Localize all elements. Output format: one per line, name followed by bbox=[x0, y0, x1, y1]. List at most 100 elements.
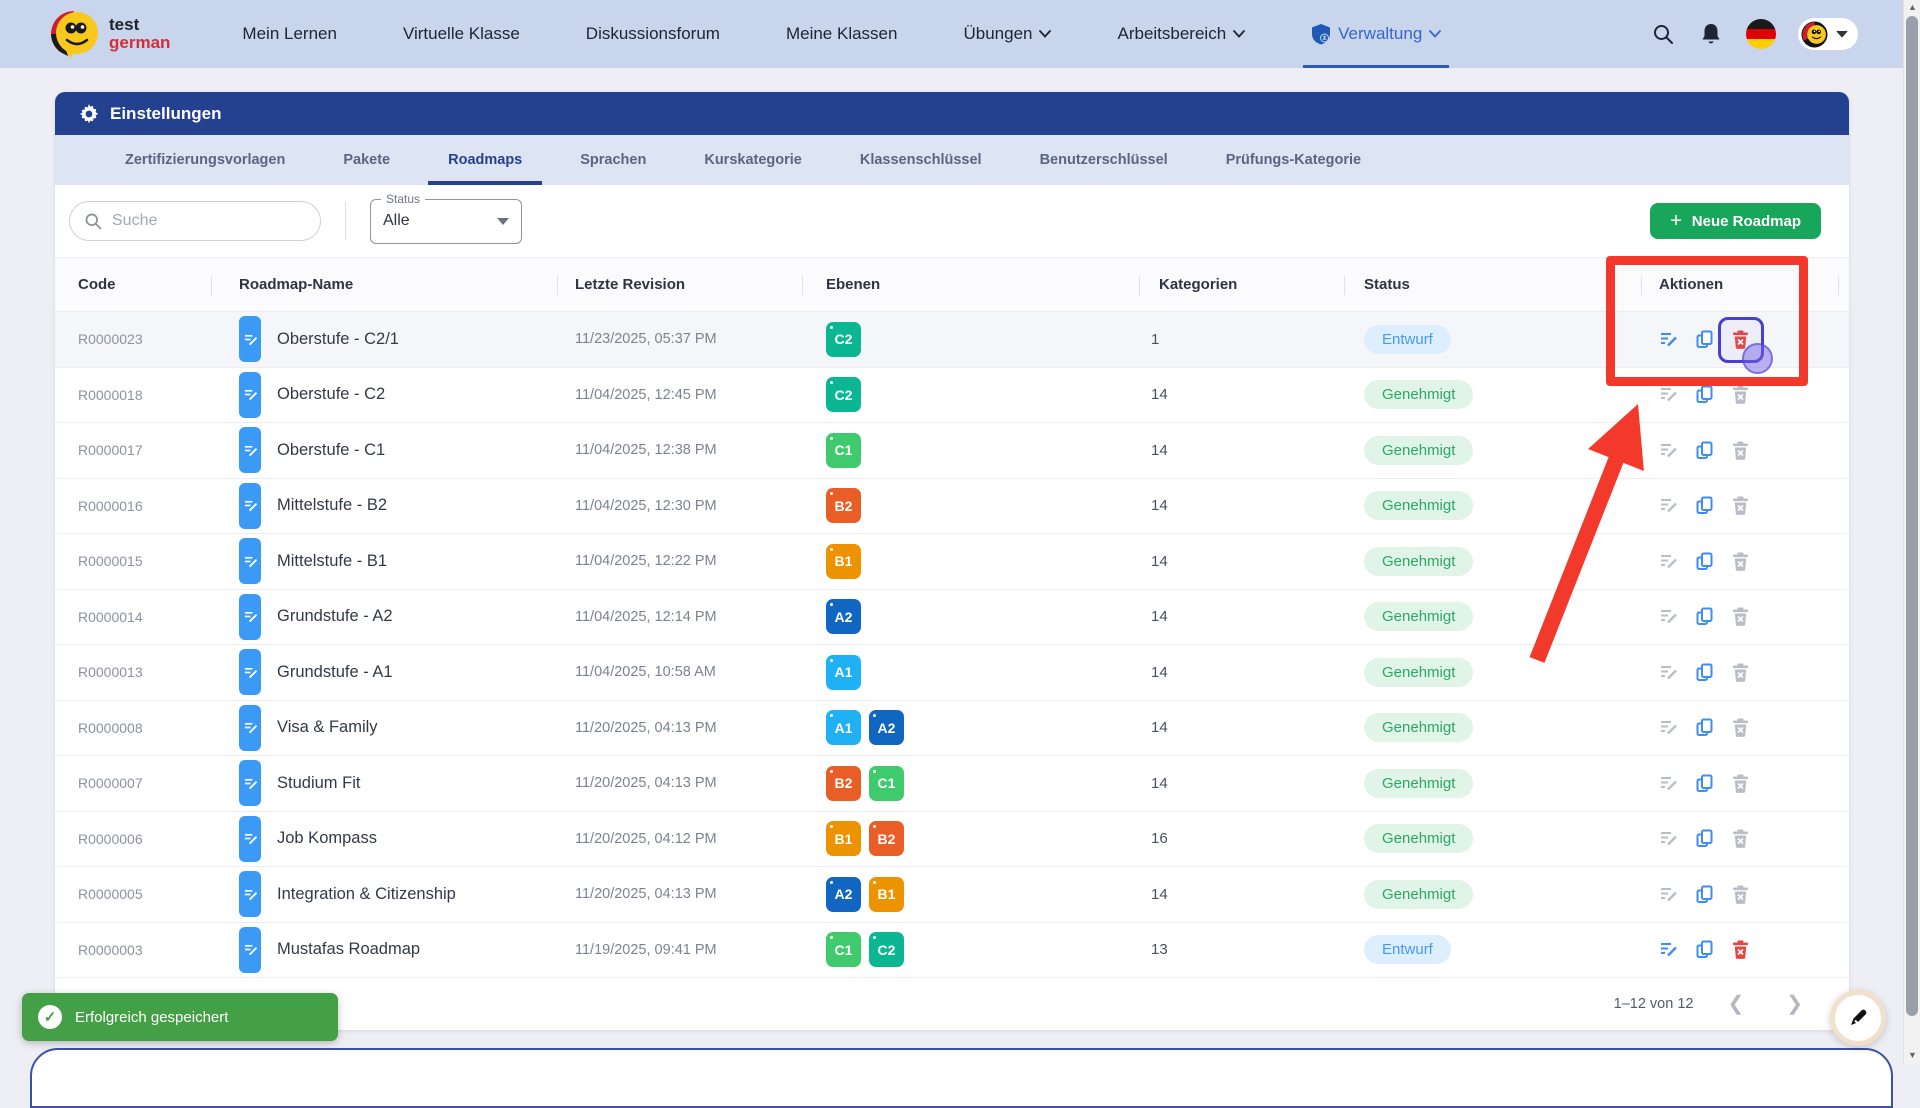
delete-button[interactable] bbox=[1731, 552, 1750, 571]
roadmap-note-icon[interactable] bbox=[239, 594, 261, 640]
edit-button[interactable] bbox=[1659, 385, 1678, 404]
delete-button[interactable] bbox=[1731, 774, 1750, 793]
copy-button[interactable] bbox=[1695, 496, 1714, 515]
delete-button[interactable] bbox=[1731, 663, 1750, 682]
delete-button[interactable] bbox=[1731, 885, 1750, 904]
roadmap-note-icon[interactable] bbox=[239, 760, 261, 806]
edit-button[interactable] bbox=[1659, 496, 1678, 515]
delete-button[interactable] bbox=[1731, 829, 1750, 848]
new-roadmap-button[interactable]: + Neue Roadmap bbox=[1650, 203, 1821, 239]
delete-button[interactable] bbox=[1731, 385, 1750, 404]
bell-icon[interactable] bbox=[1698, 21, 1724, 47]
nav-item-verwaltung[interactable]: Verwaltung bbox=[1311, 0, 1441, 68]
nav-item-mein-lernen[interactable]: Mein Lernen bbox=[242, 0, 337, 68]
nav-item-arbeitsbereich[interactable]: Arbeitsbereich bbox=[1117, 0, 1245, 68]
tab-roadmaps[interactable]: Roadmaps bbox=[442, 135, 528, 185]
chevron-down-icon bbox=[1039, 30, 1051, 38]
edit-button[interactable] bbox=[1659, 663, 1678, 682]
edit-button[interactable] bbox=[1659, 829, 1678, 848]
cell-status: Genehmigt bbox=[1344, 769, 1641, 798]
search-icon[interactable] bbox=[1650, 21, 1676, 47]
roadmap-name: Grundstufe - A1 bbox=[277, 663, 393, 682]
edit-button[interactable] bbox=[1659, 330, 1678, 349]
roadmap-note-icon[interactable] bbox=[239, 316, 261, 362]
copy-button[interactable] bbox=[1695, 385, 1714, 404]
copy-button[interactable] bbox=[1695, 718, 1714, 737]
tab-sprachen[interactable]: Sprachen bbox=[574, 135, 652, 185]
copy-button[interactable] bbox=[1695, 441, 1714, 460]
tab-prüfungs-kategorie[interactable]: Prüfungs-Kategorie bbox=[1220, 135, 1367, 185]
edit-button[interactable] bbox=[1659, 774, 1678, 793]
scrollbar[interactable]: ▲ ▼ bbox=[1903, 0, 1920, 1065]
tab-klassenschlüssel[interactable]: Klassenschlüssel bbox=[854, 135, 988, 185]
delete-button[interactable] bbox=[1731, 607, 1750, 626]
copy-button[interactable] bbox=[1695, 663, 1714, 682]
cell-levels: B1B2 bbox=[802, 821, 1139, 856]
check-circle-icon: ✓ bbox=[38, 1005, 62, 1029]
level-badge-b1: B1 bbox=[869, 877, 904, 912]
roadmap-name: Mustafas Roadmap bbox=[277, 940, 420, 959]
edit-button[interactable] bbox=[1659, 607, 1678, 626]
user-menu[interactable] bbox=[1798, 18, 1858, 50]
delete-button[interactable] bbox=[1731, 496, 1750, 515]
edit-button[interactable] bbox=[1659, 441, 1678, 460]
search-box[interactable] bbox=[69, 201, 321, 241]
tab-pakete[interactable]: Pakete bbox=[337, 135, 396, 185]
cell-kategorien: 1 bbox=[1139, 331, 1344, 348]
edit-button[interactable] bbox=[1659, 940, 1678, 959]
tab-kurskategorie[interactable]: Kurskategorie bbox=[698, 135, 808, 185]
floating-pencil-button[interactable] bbox=[1830, 990, 1886, 1046]
german-flag-icon[interactable] bbox=[1746, 19, 1776, 49]
roadmap-note-icon[interactable] bbox=[239, 427, 261, 473]
copy-button[interactable] bbox=[1695, 885, 1714, 904]
edit-button[interactable] bbox=[1659, 885, 1678, 904]
scrollbar-thumb[interactable] bbox=[1906, 16, 1918, 1016]
roadmap-note-icon[interactable] bbox=[239, 705, 261, 751]
tab-zertifizierungsvorlagen[interactable]: Zertifizierungsvorlagen bbox=[119, 135, 291, 185]
copy-button[interactable] bbox=[1695, 774, 1714, 793]
level-badge-c1: C1 bbox=[869, 766, 904, 801]
nav-item-übungen[interactable]: Übungen bbox=[963, 0, 1051, 68]
copy-button[interactable] bbox=[1695, 330, 1714, 349]
level-badge-b2: B2 bbox=[869, 821, 904, 856]
copy-button[interactable] bbox=[1695, 607, 1714, 626]
roadmap-note-icon[interactable] bbox=[239, 649, 261, 695]
nav-item-meine-klassen[interactable]: Meine Klassen bbox=[786, 0, 898, 68]
nav-item-diskussionsforum[interactable]: Diskussionsforum bbox=[586, 0, 720, 68]
roadmap-note-icon[interactable] bbox=[239, 372, 261, 418]
edit-button[interactable] bbox=[1659, 718, 1678, 737]
delete-button[interactable] bbox=[1731, 330, 1750, 349]
scroll-up-icon[interactable]: ▲ bbox=[1908, 2, 1917, 12]
cell-kategorien: 16 bbox=[1139, 830, 1344, 847]
copy-button[interactable] bbox=[1695, 829, 1714, 848]
table-row: R0000007 Studium Fit 11/20/2025, 04:13 P… bbox=[55, 756, 1849, 812]
roadmap-note-icon[interactable] bbox=[239, 927, 261, 973]
status-filter-select[interactable]: Status Alle bbox=[370, 199, 522, 244]
cell-revision: 11/04/2025, 12:22 PM bbox=[557, 553, 802, 569]
roadmap-note-icon[interactable] bbox=[239, 538, 261, 584]
cell-actions bbox=[1641, 663, 1849, 682]
roadmap-note-icon[interactable] bbox=[239, 871, 261, 917]
copy-button[interactable] bbox=[1695, 940, 1714, 959]
cell-code: R0000006 bbox=[55, 831, 211, 847]
copy-button[interactable] bbox=[1695, 552, 1714, 571]
cell-status: Genehmigt bbox=[1344, 491, 1641, 520]
pagination-prev-icon[interactable]: ❮ bbox=[1727, 994, 1744, 1014]
tab-benutzerschlüssel[interactable]: Benutzerschlüssel bbox=[1034, 135, 1174, 185]
pagination-next-icon[interactable]: ❯ bbox=[1786, 994, 1803, 1014]
cell-revision: 11/04/2025, 12:30 PM bbox=[557, 498, 802, 514]
cell-kategorien: 14 bbox=[1139, 553, 1344, 570]
delete-button[interactable] bbox=[1731, 718, 1750, 737]
roadmap-note-icon[interactable] bbox=[239, 816, 261, 862]
scroll-down-icon[interactable]: ▼ bbox=[1908, 1050, 1917, 1060]
roadmap-note-icon[interactable] bbox=[239, 483, 261, 529]
column-header-kategorien: Kategorien bbox=[1139, 258, 1344, 311]
edit-button[interactable] bbox=[1659, 552, 1678, 571]
delete-button[interactable] bbox=[1731, 441, 1750, 460]
app-logo[interactable]: test german bbox=[48, 8, 170, 60]
nav-item-virtuelle-klasse[interactable]: Virtuelle Klasse bbox=[403, 0, 520, 68]
cell-actions bbox=[1641, 718, 1849, 737]
table-row: R0000006 Job Kompass 11/20/2025, 04:12 P… bbox=[55, 812, 1849, 868]
search-input[interactable] bbox=[112, 212, 282, 230]
delete-button[interactable] bbox=[1731, 940, 1750, 959]
